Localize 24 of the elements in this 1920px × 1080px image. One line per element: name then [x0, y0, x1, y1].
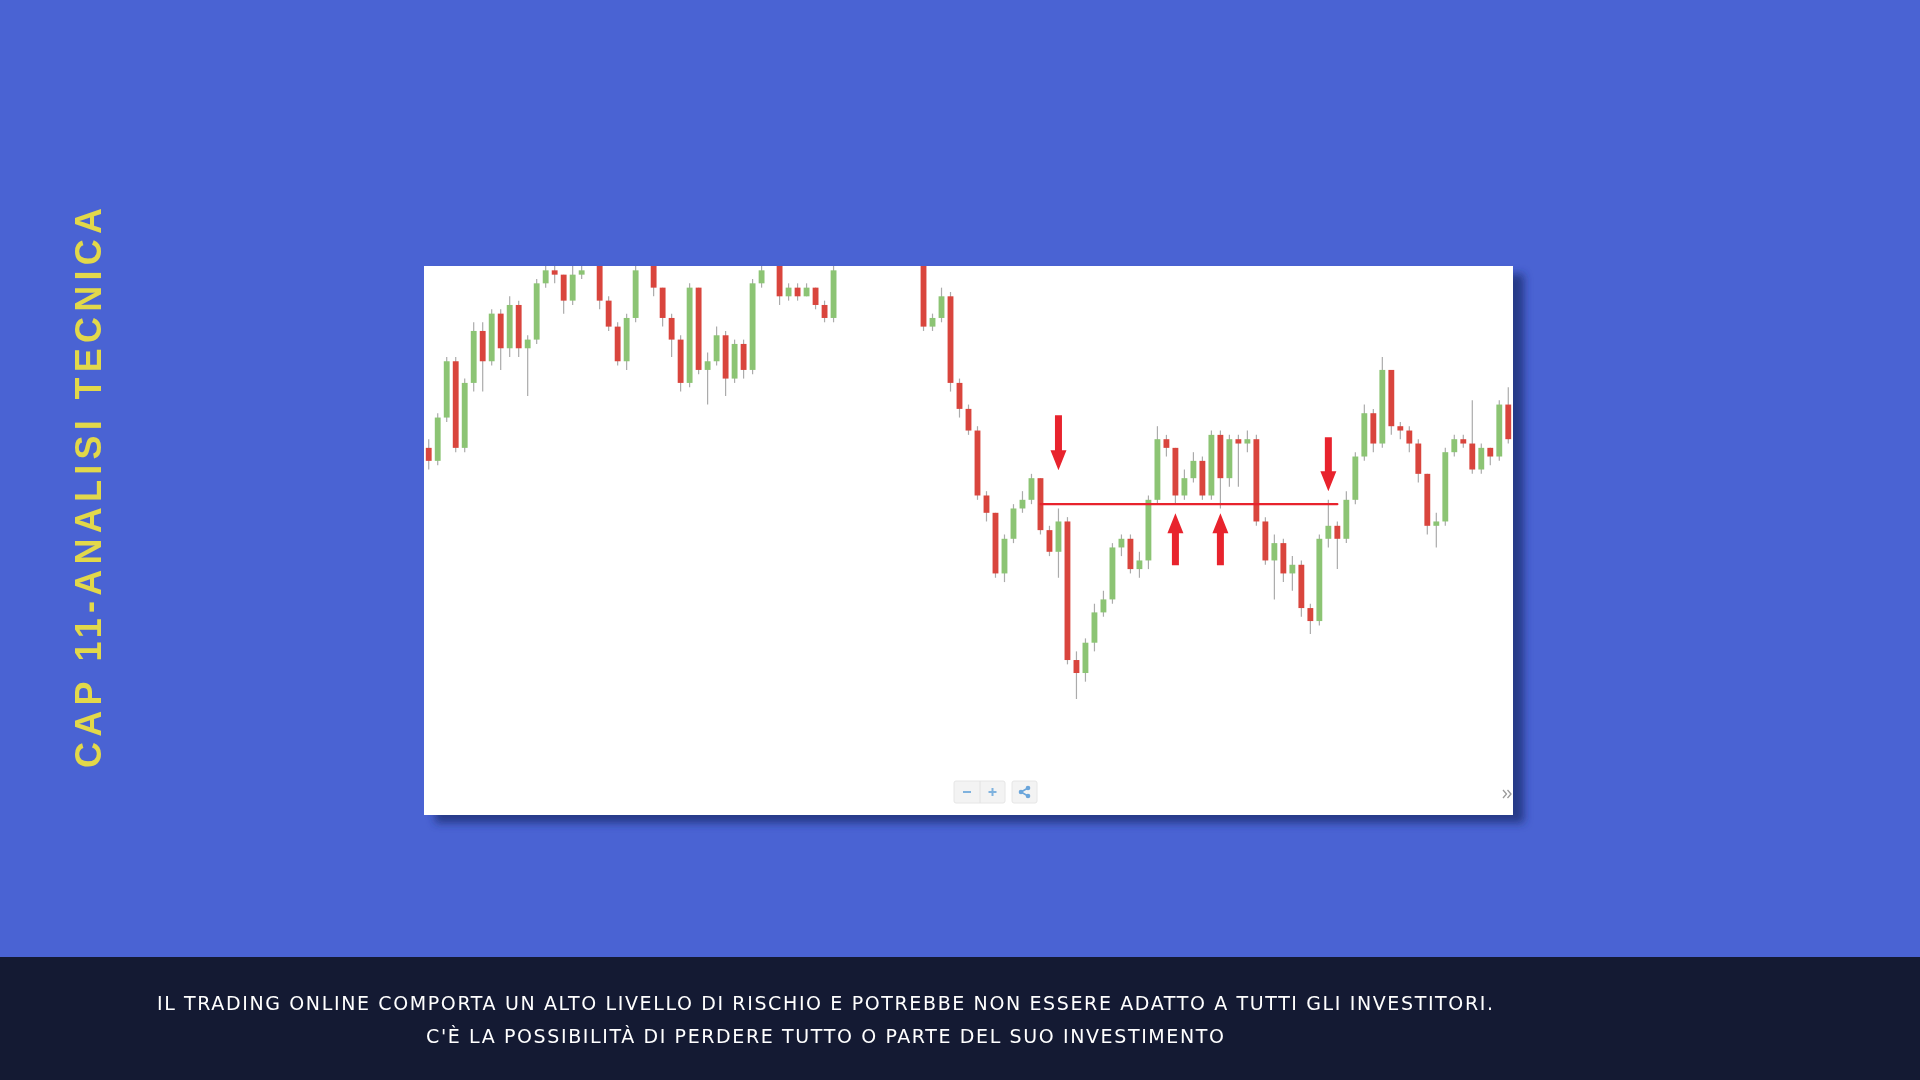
- candlestick: [524, 334, 531, 397]
- candlestick: [1244, 429, 1251, 453]
- candlestick: [1325, 499, 1332, 549]
- candlestick: [1307, 603, 1314, 635]
- candlestick: [758, 266, 765, 289]
- candlestick: [668, 313, 675, 358]
- candlestick: [1181, 468, 1188, 501]
- candlestick: [1478, 442, 1485, 475]
- candlestick: [1334, 520, 1341, 570]
- text: CAP 11-ANALISI TECNICA: [67, 208, 109, 768]
- candlestick: [650, 266, 657, 297]
- text: C'È LA POSSIBILITÀ DI PERDERE TUTTO O PARTE DEL SUO INVESTIMENTO: [426, 1025, 1224, 1047]
- candlestick: [1190, 451, 1197, 484]
- candlestick: [1451, 434, 1458, 458]
- candlestick: [704, 352, 711, 406]
- candlestick: [542, 266, 549, 289]
- candlestick: [425, 438, 432, 471]
- candlestick: [1163, 434, 1170, 458]
- text: IL TRADING ONLINE COMPORTA UN ALTO LIVELLO DI RISCHIO E POTREBBE NON ESSERE ADATTO A TUTTI GLI INVESTITORI.: [157, 992, 1493, 1014]
- candlestick: [1289, 555, 1296, 592]
- candlestick: [1406, 425, 1413, 453]
- candlestick: [1271, 533, 1278, 601]
- candlestick: [1433, 512, 1440, 549]
- candlestick: [1235, 434, 1242, 488]
